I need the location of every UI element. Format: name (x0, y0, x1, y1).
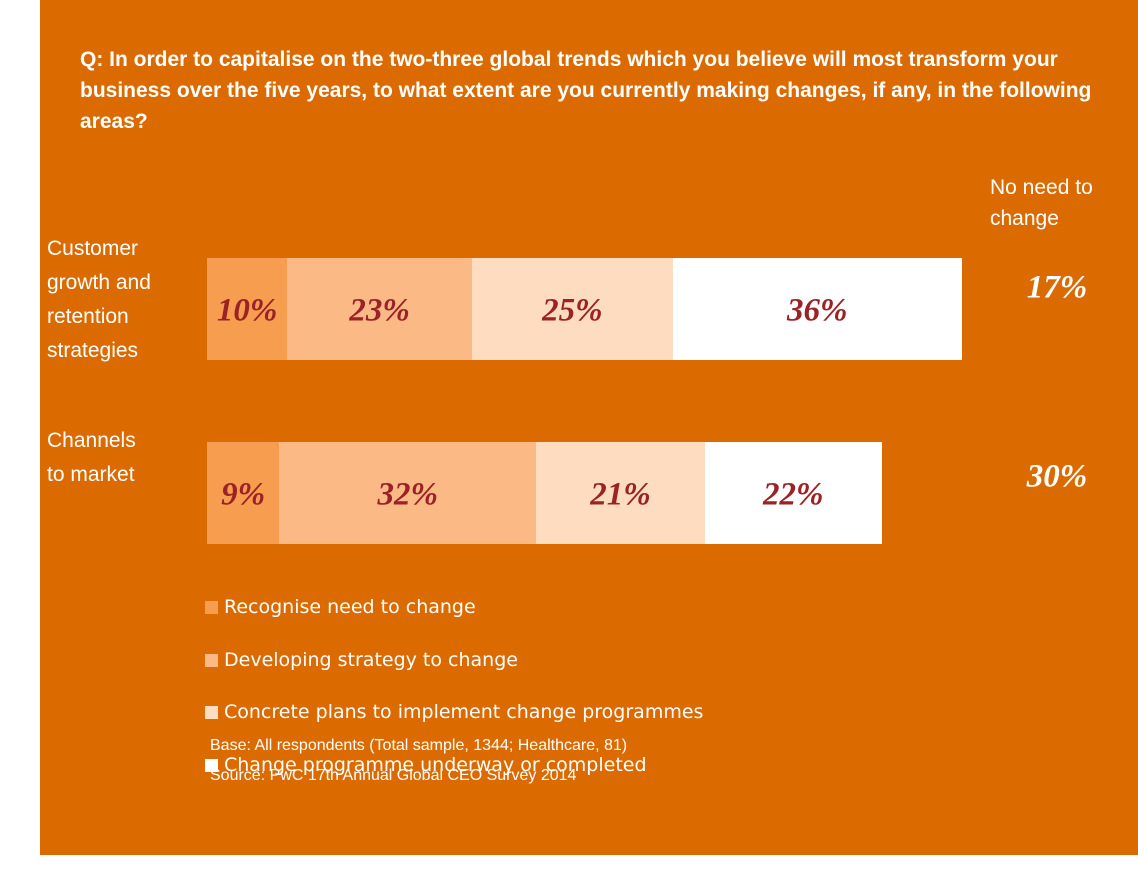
data-label: 23% (349, 292, 410, 329)
bar-segment (287, 258, 472, 360)
note: Source: PwC 17th Annual Global CEO Surve… (210, 767, 577, 784)
legend-label: Developing strategy to change (224, 648, 518, 671)
chart-background (40, 0, 1138, 855)
data-label: 22% (762, 476, 824, 513)
legend-swatch (205, 653, 218, 667)
extra-value: 30% (1026, 458, 1088, 495)
legend-label: Change programme underway or completed (224, 753, 647, 776)
bar-segment (536, 442, 705, 544)
bar-segment (672, 258, 962, 360)
bar-segment (704, 442, 882, 544)
legend-swatch (205, 706, 218, 719)
legend-label: Recognise need to change (224, 596, 476, 618)
bar-segment (471, 258, 673, 360)
legend-label: Concrete plans to implement change progr… (224, 701, 704, 723)
legend-swatch (205, 758, 218, 772)
category-label: Customer growth and retention strategies (47, 237, 151, 362)
data-label: 36% (787, 292, 848, 329)
data-label: 9% (221, 476, 266, 513)
bar-segment (207, 442, 280, 544)
note: Base: All respondents (Total sample, 134… (210, 737, 628, 754)
bar-segment (279, 442, 537, 544)
legend-swatch (205, 601, 218, 614)
data-label: 25% (542, 292, 603, 329)
data-label: 32% (377, 476, 439, 513)
column-label: No need to change (990, 176, 1093, 230)
extra-value: 17% (1026, 269, 1088, 306)
category-label: Channels to market (47, 429, 136, 486)
data-label: 10% (216, 292, 278, 329)
chart-title: Q: In order to capitalise on the two-thr… (80, 48, 1092, 133)
bar-segment (207, 258, 288, 360)
data-label: 21% (590, 476, 651, 513)
